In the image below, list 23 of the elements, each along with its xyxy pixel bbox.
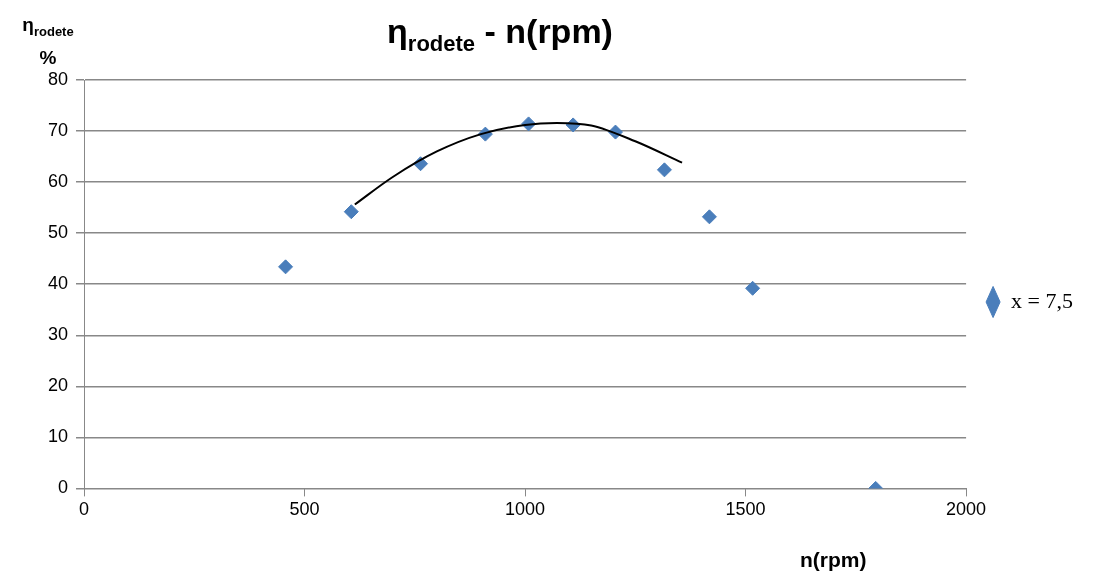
x-axis-title: n(rpm): [800, 548, 867, 572]
point: [343, 204, 359, 220]
y-tick-label: 30: [47, 324, 69, 345]
y-tick-label: 10: [47, 426, 69, 447]
y-tick-label: 20: [47, 375, 69, 396]
chart-title: η$_{rodete}$ - n(rpm): [387, 12, 613, 56]
legend-label: x = 7,5: [1011, 287, 1074, 313]
y-tick-label: 40: [47, 273, 69, 294]
x-tick-label: 0: [79, 499, 90, 520]
x-tick-label: 2000: [946, 499, 987, 520]
y-tick-label: 50: [47, 222, 69, 243]
x-tick-label: 1500: [725, 499, 766, 520]
point: [745, 280, 761, 296]
y-tick-label: 60: [47, 171, 69, 192]
x-tick-label: 1000: [505, 499, 546, 520]
y-tick-label: 70: [47, 120, 69, 141]
y-tick-label: 0: [58, 477, 69, 498]
point: [278, 259, 294, 275]
point: [701, 209, 717, 225]
y-tick-label: 80: [47, 68, 69, 89]
y-axis-title: η$_{rodete}$ %: [21, 13, 75, 70]
point: [656, 162, 672, 178]
x-tick-label: 500: [289, 499, 320, 520]
